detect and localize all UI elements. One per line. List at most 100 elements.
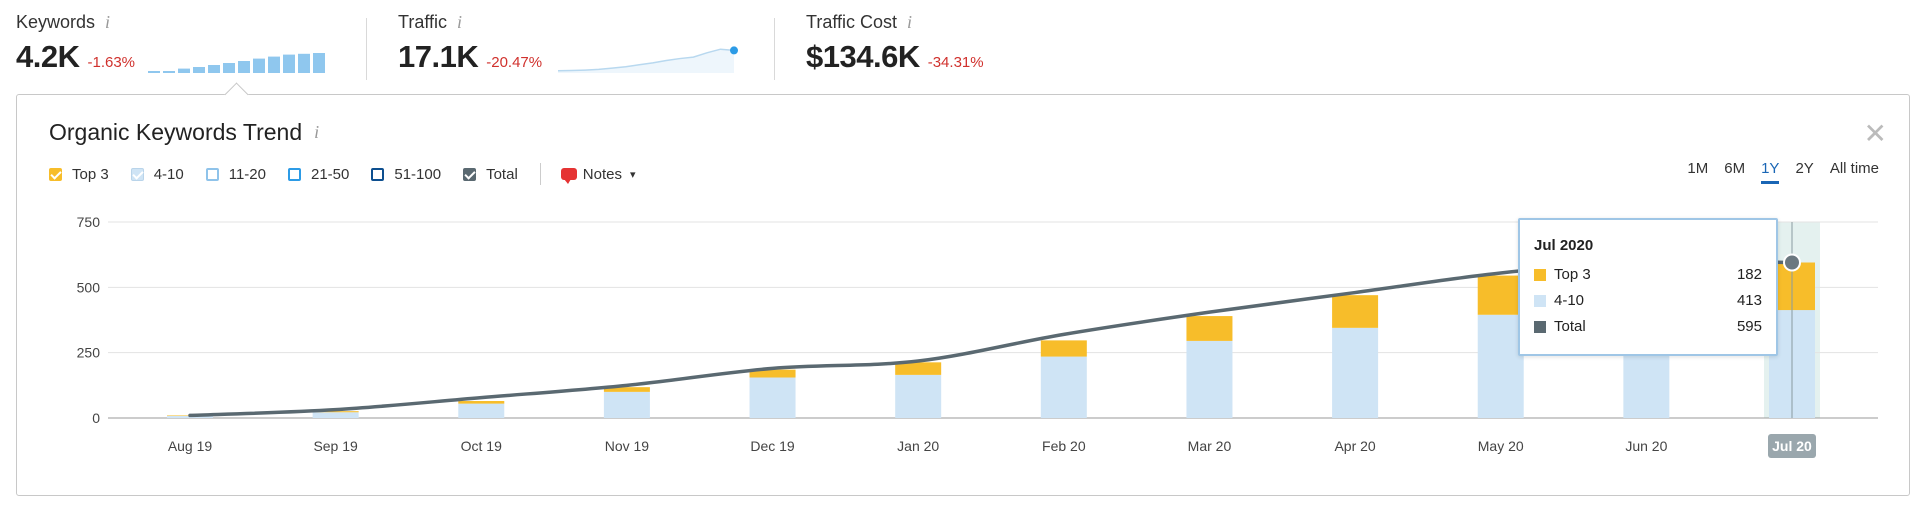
bar-top-3 [895,362,942,375]
info-icon[interactable]: i [314,122,320,142]
metric-value: 4.2K [16,39,80,74]
bar-top-3 [1332,295,1379,328]
sparkline-area [558,49,734,73]
keywords-sparkline [148,53,325,73]
range-1m[interactable]: 1M [1687,160,1709,177]
x-tick-label: May 20 [1478,438,1524,454]
x-tick-label: Dec 19 [750,438,795,454]
notes-dropdown[interactable]: Notes ▾ [560,165,636,184]
color-swatch [1534,320,1546,333]
range-6m[interactable]: 6M [1724,160,1746,177]
bar-4-10 [1332,327,1379,418]
bar-4-10 [895,374,942,418]
metric-delta: -34.31% [927,54,984,71]
sparkline-bar [223,63,235,73]
x-tick-label: Apr 20 [1334,438,1375,454]
tooltip-row: 4-10 413 [1534,292,1762,309]
checkbox[interactable] [205,167,219,181]
bar-top-3 [1186,316,1233,341]
close-icon[interactable]: ✕ [1863,118,1887,149]
sparkline-bar [238,61,250,73]
info-icon[interactable]: i [907,12,913,32]
bar-4-10 [603,391,650,418]
notes-label: Notes [582,165,622,183]
legend-label: 21-50 [311,165,350,183]
speech-bubble-icon [560,168,577,184]
x-tick-label: Feb 20 [1042,438,1086,454]
tooltip-title: Jul 2020 [1534,237,1594,254]
bar-4-10 [749,377,796,418]
x-tick-label: Oct 19 [461,438,502,454]
sparkline-line [557,48,735,72]
chart-tooltip: Jul 2020 Top 3 182 4-10 413 Total 595 [1518,218,1778,356]
metric-keywords[interactable]: Keywords i 4.2K -1.63% [16,12,135,84]
sparkline-bar [178,68,190,73]
info-icon[interactable]: i [105,12,111,32]
tooltip-row: Total 595 [1534,318,1762,335]
legend-item-total[interactable]: Total [463,166,518,183]
metric-delta: -1.63% [87,54,136,71]
sparkline-marker [730,46,738,55]
bar-top-3 [1477,275,1524,315]
tooltip-series-name: 4-10 [1554,292,1585,309]
x-tick-label: Jun 20 [1625,438,1667,454]
checkbox[interactable] [463,167,477,181]
card-title: Organic Keywords Trend i [49,119,319,146]
legend-divider [539,163,541,185]
checkbox[interactable] [130,167,144,181]
tooltip-series-name: Total [1554,318,1586,335]
legend-item-51-100[interactable]: 51-100 [371,166,441,183]
time-range-selector: 1M 6M 1Y 2Y All time [1687,160,1879,184]
chevron-down-icon: ▾ [629,168,636,181]
legend-label: Top 3 [72,165,109,183]
metric-divider [774,18,775,80]
legend-item-21-50[interactable]: 21-50 [288,166,349,183]
metric-traffic-cost[interactable]: Traffic Cost i $134.6K -34.31% [806,12,984,84]
info-icon[interactable]: i [457,12,463,32]
bar-4-10 [1186,340,1233,418]
tooltip-series-value: 413 [1736,292,1762,309]
metric-traffic[interactable]: Traffic i 17.1K -20.47% [398,12,542,84]
legend-label: 11-20 [228,165,266,183]
sparkline-bar [313,53,325,73]
bar-top-3 [1040,340,1087,357]
y-tick-label: 0 [92,410,100,426]
bar-4-10 [458,403,505,418]
range-1y[interactable]: 1Y [1761,160,1780,184]
metric-label: Traffic [398,12,448,32]
sparkline-bar [148,71,160,73]
checkbox[interactable] [371,167,385,181]
total-marker [1783,253,1801,272]
metric-label: Keywords [16,12,96,32]
legend-item-11-20[interactable]: 11-20 [205,165,266,183]
tooltip-series-value: 595 [1736,318,1762,335]
sparkline-bar [268,56,280,73]
sparkline-bar [208,65,220,73]
tooltip-series-name: Top 3 [1554,266,1591,283]
legend-item-top3[interactable]: Top 3 [49,166,109,183]
x-tick-label: Jul 20 [1772,438,1812,454]
range-2y[interactable]: 2Y [1795,160,1814,177]
metric-label: Traffic Cost [806,12,898,32]
metric-divider [366,18,367,80]
color-swatch [1534,294,1546,307]
metric-delta: -20.47% [486,54,543,71]
legend-item-4-10[interactable]: 4-10 [130,165,184,183]
metric-value: $134.6K [806,39,920,74]
bar-top-3 [603,387,650,392]
checkbox[interactable] [49,167,62,181]
bar-4-10 [312,412,359,418]
tooltip-series-value: 182 [1736,266,1762,283]
x-tick-label: Nov 19 [605,438,650,454]
checkbox[interactable] [288,167,301,181]
legend-label: 4-10 [153,165,184,183]
x-tick-label: Aug 19 [168,438,213,454]
sparkline-bar [253,58,265,73]
y-tick-label: 750 [77,214,101,230]
summary-metrics: Keywords i 4.2K -1.63% Traffic i 17.1K -20.4… [0,0,1920,95]
bar-top-3 [458,401,505,404]
legend-label: Total [486,165,518,183]
range-all-time[interactable]: All time [1829,160,1879,177]
sparkline-bar [283,54,295,73]
